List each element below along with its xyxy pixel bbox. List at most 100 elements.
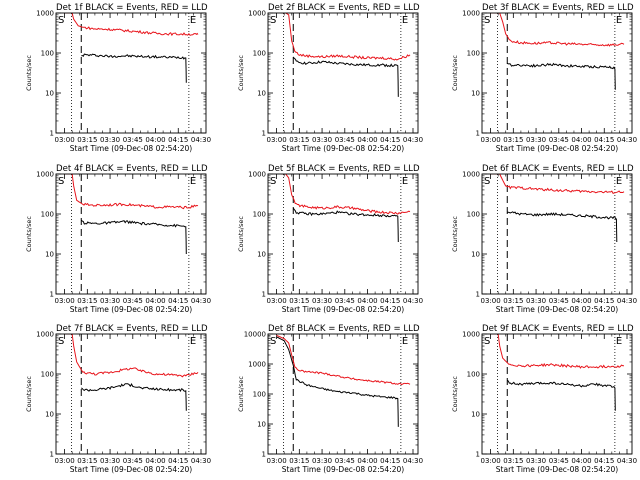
y-tick-label: 10 xyxy=(45,90,54,98)
series-line-events xyxy=(81,382,187,411)
y-tick-label: 10 xyxy=(45,411,54,419)
x-axis-label: Start Time (09-Dec-08 02:54:20) xyxy=(496,465,618,474)
x-tick-label: 04:15 xyxy=(594,297,614,305)
series-line-lld xyxy=(64,13,199,37)
x-tick-label: 04:00 xyxy=(357,297,377,305)
y-axis-label: Counts/sec xyxy=(25,55,33,91)
y-tick-label: 1 xyxy=(262,130,266,138)
start-marker: S xyxy=(484,176,490,187)
panel-title: Det 5f BLACK = Events, RED = LLD xyxy=(268,164,420,174)
x-tick-label: 03:00 xyxy=(54,457,74,465)
plot-frame xyxy=(267,173,419,295)
end-marker: E xyxy=(616,336,622,347)
x-axis-label: Start Time (09-Dec-08 02:54:20) xyxy=(70,144,192,153)
x-tick-label: 04:30 xyxy=(191,457,211,465)
end-marker: E xyxy=(190,336,196,347)
plot-area xyxy=(490,334,625,454)
start-marker: S xyxy=(484,15,490,26)
y-tick-label: 1000 xyxy=(462,331,480,339)
start-marker: S xyxy=(484,336,490,347)
x-tick-label: 03:45 xyxy=(335,457,355,465)
series-line-lld xyxy=(490,334,625,369)
y-tick-label: 1 xyxy=(476,291,480,299)
plot-area xyxy=(281,174,411,294)
x-tick-label: 03:30 xyxy=(526,457,546,465)
y-tick-label: 1000 xyxy=(248,361,266,369)
y-tick-label: 100 xyxy=(41,211,54,219)
y-axis-label: Counts/sec xyxy=(451,216,459,252)
x-tick-label: 03:15 xyxy=(503,136,523,144)
x-axis-label: Start Time (09-Dec-08 02:54:20) xyxy=(282,305,404,314)
x-tick-label: 03:45 xyxy=(123,457,143,465)
end-marker: E xyxy=(616,176,622,187)
x-tick-label: 03:00 xyxy=(54,297,74,305)
x-tick-label: 03:00 xyxy=(266,136,286,144)
x-tick-label: 03:45 xyxy=(335,297,355,305)
x-tick-label: 03:00 xyxy=(480,136,500,144)
x-tick-label: 03:30 xyxy=(312,457,332,465)
y-tick-label: 1000 xyxy=(36,331,54,339)
y-tick-label: 1000 xyxy=(462,171,480,179)
end-marker: E xyxy=(402,336,408,347)
detector-panel-2: Det 2f BLACK = Events, RED = LLD Counts/s… xyxy=(237,3,423,153)
start-marker: S xyxy=(270,336,276,347)
panel-title: Det 2f BLACK = Events, RED = LLD xyxy=(268,3,420,13)
plot-area xyxy=(64,174,199,294)
x-tick-label: 03:30 xyxy=(312,136,332,144)
y-tick-label: 10 xyxy=(257,421,266,429)
x-axis-label: Start Time (09-Dec-08 02:54:20) xyxy=(496,305,618,314)
end-marker: E xyxy=(402,15,408,26)
y-axis-label: Counts/sec xyxy=(451,376,459,412)
x-tick-label: 03:00 xyxy=(480,297,500,305)
y-tick-label: 100 xyxy=(253,211,266,219)
x-tick-label: 04:30 xyxy=(191,136,211,144)
x-tick-label: 04:00 xyxy=(571,297,591,305)
x-tick-label: 03:15 xyxy=(503,457,523,465)
y-tick-label: 10 xyxy=(471,251,480,259)
y-axis-label: Counts/sec xyxy=(237,55,245,91)
y-axis-label: Counts/sec xyxy=(25,376,33,412)
x-tick-label: 04:00 xyxy=(145,457,165,465)
x-tick-label: 03:30 xyxy=(312,297,332,305)
end-marker: E xyxy=(616,15,622,26)
panel-title: Det 4f BLACK = Events, RED = LLD xyxy=(56,164,208,174)
x-tick-label: 04:00 xyxy=(145,136,165,144)
end-marker: E xyxy=(402,176,408,187)
series-line-events xyxy=(292,207,399,243)
x-tick-label: 04:00 xyxy=(571,136,591,144)
x-tick-label: 03:00 xyxy=(54,136,74,144)
x-tick-label: 03:15 xyxy=(77,136,97,144)
y-axis-label: Counts/sec xyxy=(237,216,245,252)
x-tick-label: 04:30 xyxy=(617,297,637,305)
end-marker: E xyxy=(190,176,196,187)
plot-area xyxy=(490,13,625,133)
x-tick-label: 04:30 xyxy=(403,136,423,144)
plot-area xyxy=(281,13,411,133)
plot-area xyxy=(64,13,199,133)
y-tick-label: 100 xyxy=(467,50,480,58)
x-tick-label: 04:15 xyxy=(380,297,400,305)
detector-panel-8: Det 8f BLACK = Events, RED = LLD Counts/s… xyxy=(237,324,423,474)
series-line-events xyxy=(507,211,618,243)
series-line-lld xyxy=(64,174,199,210)
y-tick-label: 1000 xyxy=(248,10,266,18)
x-tick-label: 03:45 xyxy=(335,136,355,144)
x-tick-label: 04:00 xyxy=(571,457,591,465)
x-tick-label: 03:15 xyxy=(77,457,97,465)
series-line-events xyxy=(292,56,399,97)
detector-panel-1: Det 1f BLACK = Events, RED = LLD Counts/s… xyxy=(25,3,211,153)
plot-frame xyxy=(481,173,633,295)
y-tick-label: 100 xyxy=(41,50,54,58)
series-line-events xyxy=(506,379,616,411)
y-tick-label: 10 xyxy=(471,90,480,98)
series-line-lld xyxy=(281,13,411,61)
y-axis-label: Counts/sec xyxy=(237,376,245,412)
y-tick-label: 100 xyxy=(253,391,266,399)
plot-frame xyxy=(481,333,633,455)
x-tick-label: 04:15 xyxy=(594,136,614,144)
series-line-events xyxy=(276,336,399,427)
series-line-events xyxy=(81,53,187,83)
y-tick-label: 100 xyxy=(41,371,54,379)
x-tick-label: 04:00 xyxy=(357,136,377,144)
plot-area xyxy=(276,334,411,454)
